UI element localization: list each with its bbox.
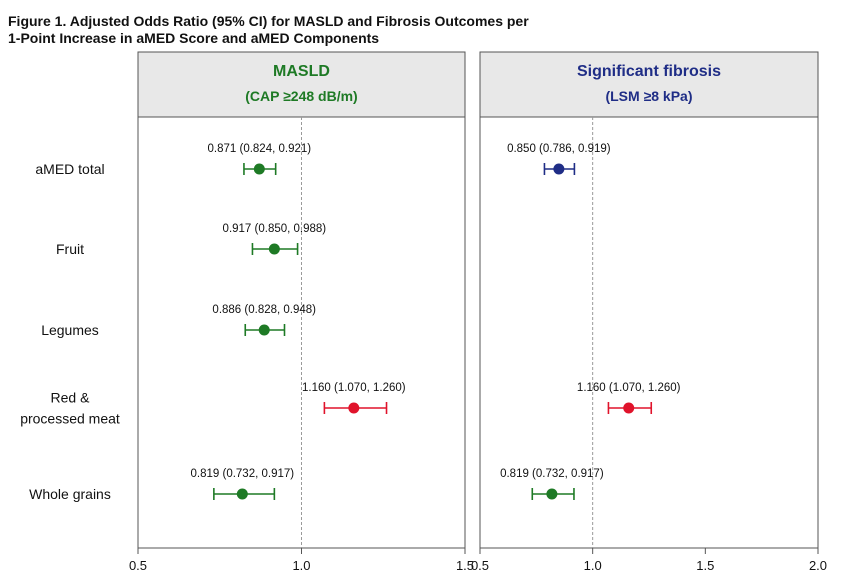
figure-title-line-1: Figure 1. Adjusted Odds Ratio (95% CI) f… bbox=[8, 13, 529, 29]
point-estimate bbox=[268, 243, 280, 255]
panel-subtitle: (CAP ≥248 dB/m) bbox=[245, 88, 357, 104]
panel-title: MASLD bbox=[273, 63, 330, 80]
point-estimate bbox=[623, 402, 635, 414]
row-labels: aMED total Fruit Legumes Red & processed mea… bbox=[20, 161, 120, 502]
panel-title: Significant fibrosis bbox=[577, 63, 721, 80]
row-label: aMED total bbox=[35, 161, 104, 177]
panel-significant-fibrosis: Significant fibrosis (LSM ≥8 kPa) 0.5 1.0 1.… bbox=[471, 51, 827, 573]
ci-label: 1.160 (1.070, 1.260) bbox=[302, 382, 406, 394]
ci-label: 0.871 (0.824, 0.921) bbox=[208, 143, 312, 155]
panel-masld: MASLD (CAP ≥248 dB/m) 0.5 1.0 1.5 0.871 (0.82… bbox=[129, 51, 474, 573]
point-estimate bbox=[236, 488, 248, 500]
ci-label: 0.819 (0.732, 0.917) bbox=[500, 468, 604, 480]
panel-frame bbox=[479, 51, 819, 549]
point-estimate bbox=[258, 324, 270, 336]
ci-label: 0.886 (0.828, 0.948) bbox=[212, 304, 316, 316]
row-label: processed meat bbox=[20, 411, 120, 427]
panel-subtitle: (LSM ≥8 kPa) bbox=[605, 88, 692, 104]
ci-label: 0.917 (0.850, 0.988) bbox=[223, 223, 327, 235]
x-tick-label: 1.5 bbox=[696, 558, 714, 573]
panel-header bbox=[137, 51, 466, 118]
x-tick-label: 0.5 bbox=[471, 558, 489, 573]
row-label: Red & bbox=[51, 390, 91, 406]
figure-title-line-2: 1-Point Increase in aMED Score and aMED … bbox=[8, 30, 379, 46]
point-estimate bbox=[253, 163, 265, 175]
x-tick-label: 1.5 bbox=[456, 558, 474, 573]
row-label: Whole grains bbox=[29, 486, 111, 502]
ci-label: 1.160 (1.070, 1.260) bbox=[577, 382, 681, 394]
x-tick-label: 0.5 bbox=[129, 558, 147, 573]
row-label: Legumes bbox=[41, 322, 99, 338]
ci-label: 0.819 (0.732, 0.917) bbox=[191, 468, 295, 480]
x-tick-label: 1.0 bbox=[584, 558, 602, 573]
x-tick-label: 1.0 bbox=[292, 558, 310, 573]
panel-header bbox=[479, 51, 819, 118]
x-tick-label: 2.0 bbox=[809, 558, 827, 573]
row-label: Fruit bbox=[56, 241, 84, 257]
point-estimate bbox=[348, 402, 360, 414]
ci-label: 0.850 (0.786, 0.919) bbox=[507, 143, 611, 155]
point-estimate bbox=[546, 488, 558, 500]
point-estimate bbox=[553, 163, 565, 175]
